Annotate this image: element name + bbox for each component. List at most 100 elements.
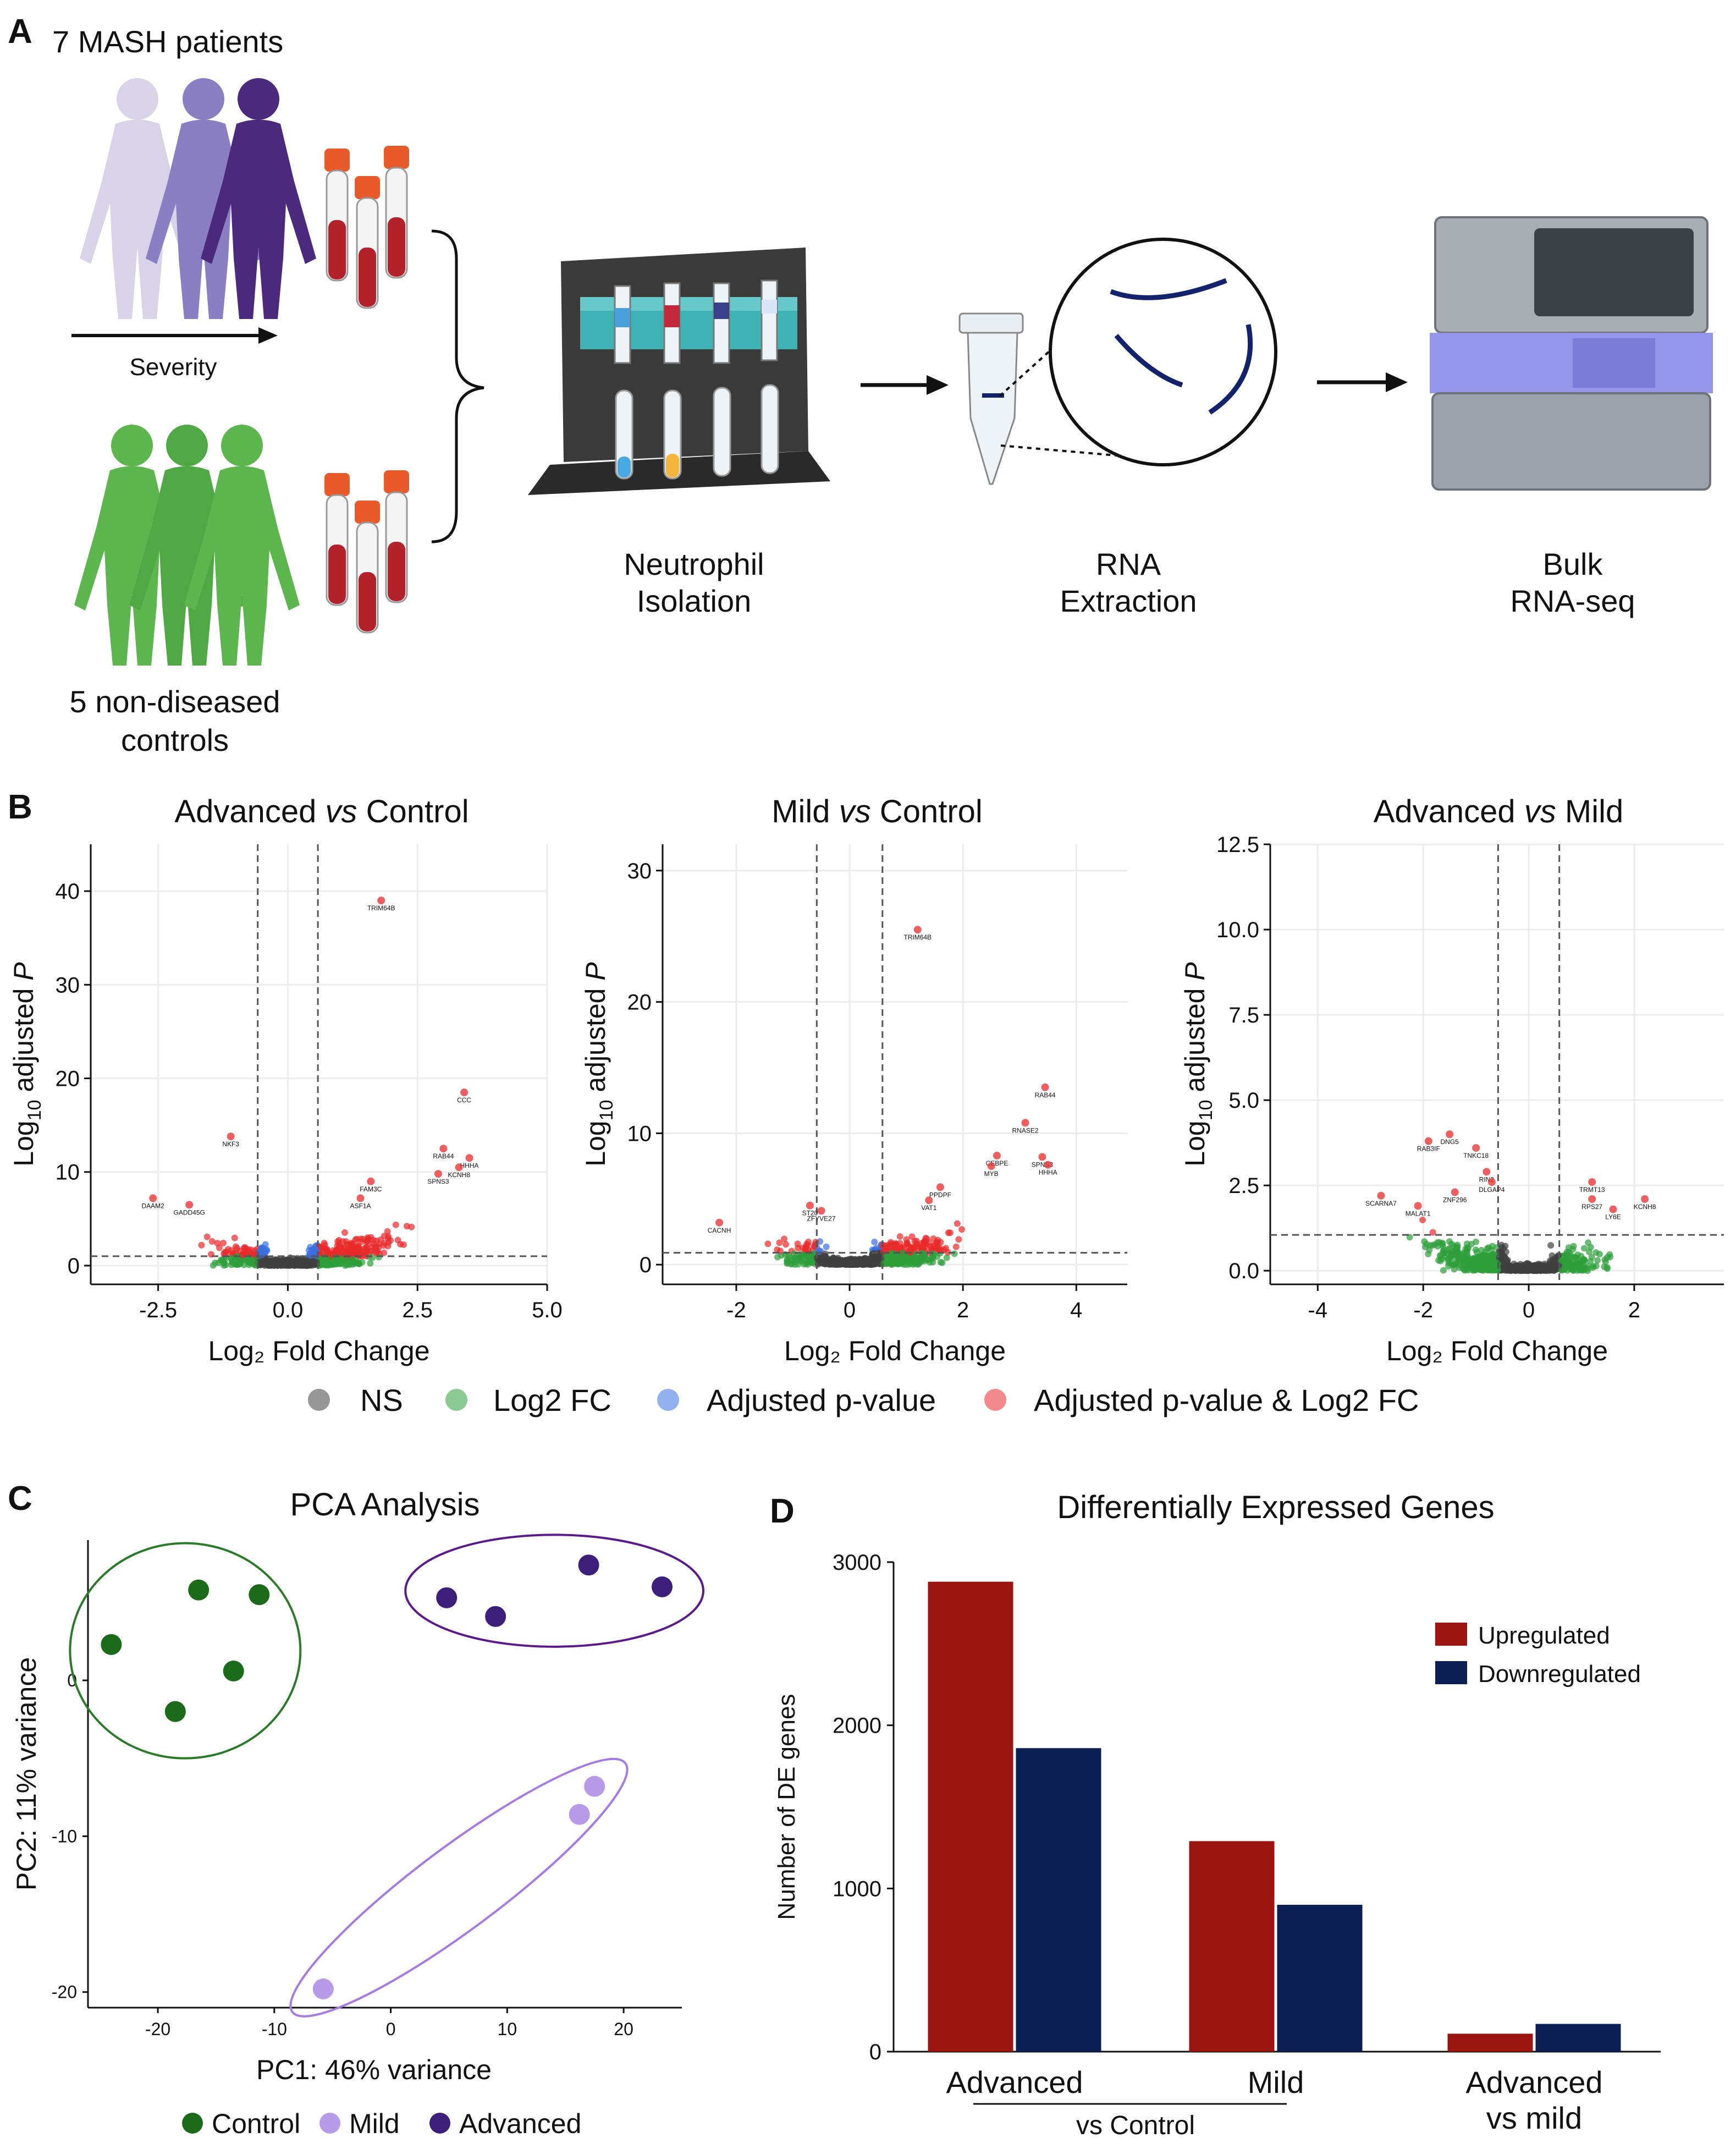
volcano-point	[791, 1261, 798, 1268]
labelled-gene-point	[1038, 1153, 1046, 1161]
x-tick-label: 2.5	[402, 1298, 433, 1322]
volcano-point	[910, 1261, 917, 1268]
labelled-gene-point	[434, 1170, 442, 1178]
labelled-gene-point	[185, 1201, 194, 1209]
labelled-gene-point	[1641, 1195, 1649, 1203]
volcano-point	[245, 1246, 252, 1253]
volcano-point	[1473, 1254, 1480, 1261]
x-tick-label: -2.5	[139, 1298, 177, 1322]
pca-point	[101, 1634, 122, 1655]
pca-legend-label: Mild	[349, 2108, 400, 2139]
volcano-point	[341, 1229, 348, 1236]
control-label-line1: 5 non-diseased	[70, 684, 280, 719]
de-legend-swatch	[1435, 1623, 1467, 1646]
gene-label: PPDPF	[929, 1191, 951, 1199]
de-y-tick-label: 2000	[833, 1714, 881, 1738]
volcano-point	[367, 1260, 374, 1267]
y-tick-label: 10	[56, 1161, 80, 1185]
labelled-gene-point	[439, 1145, 448, 1153]
y-tick-label: 2.5	[1228, 1174, 1259, 1198]
volcano-point	[795, 1245, 802, 1252]
volcano-point	[954, 1220, 961, 1227]
gene-label: ZNF296	[1443, 1196, 1467, 1204]
x-tick-label: 2	[1628, 1298, 1640, 1322]
labelled-gene-point	[1044, 1161, 1052, 1169]
gene-label: RAB44	[1035, 1091, 1056, 1099]
gene-label: RNASE2	[1012, 1126, 1038, 1134]
volcano-point	[1437, 1252, 1444, 1259]
human-figure-light	[80, 78, 195, 319]
volcano-point	[952, 1243, 960, 1250]
de-category-label: Advanced	[946, 2065, 1083, 2099]
labelled-gene-point	[1451, 1188, 1459, 1196]
gene-label: KCNH8	[448, 1171, 470, 1179]
volcano-point	[338, 1260, 345, 1267]
legend-p-label: Adjusted p-value	[707, 1383, 936, 1417]
volcano-point	[359, 1258, 366, 1266]
y-tick-label: 10.0	[1216, 918, 1259, 942]
gene-label: HHHA	[1039, 1169, 1057, 1177]
gene-label: LY6E	[1605, 1213, 1621, 1221]
labelled-gene-point	[465, 1154, 473, 1162]
labelled-gene-point	[1588, 1178, 1596, 1186]
volcano-point	[247, 1260, 255, 1267]
gene-label: MALAT1	[1406, 1210, 1431, 1217]
volcano-points	[764, 1220, 966, 1268]
volcano-point	[1572, 1255, 1579, 1262]
volcano-point	[946, 1229, 954, 1236]
volcano-point	[1493, 1265, 1501, 1272]
severity-arrow	[71, 327, 278, 344]
pca-point	[436, 1587, 458, 1608]
volcano-points	[1406, 1217, 1613, 1274]
labelled-gene-point	[1414, 1202, 1422, 1210]
de-genes-bar-chart: Differentially Expressed Genes 0 1000 2000 3…	[773, 1490, 1661, 2140]
volcano-point	[231, 1234, 238, 1241]
volcano-point	[1533, 1267, 1540, 1274]
pca-y-tick-label: 0	[67, 1670, 77, 1690]
volcano-point	[804, 1241, 812, 1249]
volcano-point	[215, 1259, 222, 1266]
brace	[431, 229, 484, 543]
gene-label: SPNS3	[427, 1178, 449, 1185]
volcano-point	[1419, 1217, 1426, 1224]
pca-legend-label: Control	[212, 2108, 300, 2139]
volcano-point	[375, 1240, 382, 1247]
labelled-gene-point	[936, 1183, 944, 1191]
human-figure-dark	[201, 78, 316, 319]
volcano-point	[239, 1251, 246, 1258]
gene-label: ASF1A	[350, 1202, 371, 1210]
volcano-point	[782, 1241, 790, 1248]
gene-label: MYB	[984, 1170, 999, 1178]
gene-label: FAM3C	[360, 1185, 382, 1193]
step2-line2: Extraction	[1060, 584, 1197, 618]
pca-ellipse	[289, 1757, 629, 2018]
volcano-point	[1454, 1249, 1461, 1256]
labelled-gene-point	[1609, 1205, 1617, 1213]
volcano-point	[232, 1243, 239, 1250]
blood-tubes-control	[324, 470, 409, 634]
de-category-label: Mild	[1248, 2065, 1304, 2099]
volcano-point	[1426, 1246, 1433, 1254]
volcano-point	[1464, 1262, 1472, 1269]
pca-x-tick-label: 20	[614, 2019, 633, 2039]
volcano-point	[318, 1244, 326, 1251]
neutrophil-isolation-rack	[528, 248, 830, 495]
control-label-line2: controls	[121, 723, 229, 757]
volcano-point	[776, 1239, 783, 1246]
pca-point	[578, 1554, 599, 1576]
labelled-gene-point	[1424, 1137, 1432, 1145]
volcano-point	[1440, 1267, 1447, 1274]
pca-point	[249, 1584, 270, 1606]
rna-magnifier	[999, 238, 1277, 466]
labelled-gene-point	[925, 1196, 933, 1205]
panel-label-a: A	[8, 13, 32, 51]
panel-label-c: C	[8, 1480, 32, 1518]
title-part-b: Control	[357, 794, 469, 829]
volcano-point	[1547, 1242, 1555, 1249]
volcano-point	[866, 1258, 873, 1266]
volcano-point	[1514, 1266, 1522, 1273]
control-figures	[74, 425, 300, 666]
y-tick-label: 5.0	[1228, 1089, 1259, 1113]
pca-title: PCA Analysis	[290, 1487, 480, 1523]
